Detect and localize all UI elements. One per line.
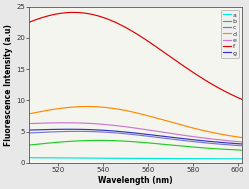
f [155, 46, 158, 48]
d [203, 130, 206, 132]
d [129, 110, 132, 113]
b [130, 140, 133, 143]
b [129, 140, 132, 143]
d [236, 136, 239, 138]
Line: e: e [29, 123, 242, 142]
e [129, 126, 132, 129]
e [155, 130, 158, 132]
Line: a: a [29, 158, 242, 159]
a [236, 158, 239, 160]
g [236, 143, 239, 145]
g [130, 132, 133, 134]
c [129, 133, 132, 135]
e [203, 137, 206, 139]
g [155, 134, 158, 137]
a [241, 158, 244, 160]
f [143, 38, 146, 40]
f [28, 21, 31, 23]
Line: f: f [29, 12, 242, 99]
b [155, 143, 158, 145]
f [129, 29, 132, 31]
c [155, 136, 158, 138]
d [241, 136, 244, 139]
a [202, 157, 205, 160]
b [28, 144, 31, 146]
e [28, 122, 31, 125]
a [28, 156, 31, 159]
c [236, 144, 239, 147]
g [143, 133, 146, 135]
e [63, 122, 66, 124]
g [129, 131, 132, 134]
a [129, 157, 132, 160]
c [76, 130, 79, 132]
f [236, 96, 239, 98]
d [155, 117, 158, 119]
Legend: a, b, c, d, e, f, g: a, b, c, d, e, f, g [221, 10, 239, 58]
g [203, 140, 206, 142]
c [241, 145, 244, 147]
c [28, 132, 31, 134]
b [203, 147, 206, 149]
c [203, 142, 206, 144]
Line: b: b [29, 140, 242, 150]
e [130, 126, 133, 129]
d [130, 111, 133, 113]
e [241, 141, 244, 143]
f [72, 11, 75, 14]
d [28, 113, 31, 115]
Line: c: c [29, 131, 242, 146]
a [130, 157, 133, 160]
f [203, 78, 206, 81]
f [130, 30, 133, 32]
b [143, 141, 146, 144]
Y-axis label: Fluorescence Intensity (a.u): Fluorescence Intensity (a.u) [4, 24, 13, 146]
g [241, 143, 244, 145]
Line: d: d [29, 107, 242, 138]
f [241, 98, 244, 101]
Line: g: g [29, 129, 242, 144]
c [143, 135, 146, 137]
a [154, 157, 157, 160]
g [28, 129, 31, 131]
c [130, 133, 133, 136]
X-axis label: Wavelength (nm): Wavelength (nm) [98, 176, 173, 185]
b [236, 149, 239, 151]
g [67, 128, 70, 130]
b [97, 139, 100, 142]
d [86, 105, 89, 108]
d [143, 114, 146, 116]
e [143, 128, 146, 131]
a [143, 157, 146, 160]
e [236, 140, 239, 143]
b [241, 149, 244, 151]
